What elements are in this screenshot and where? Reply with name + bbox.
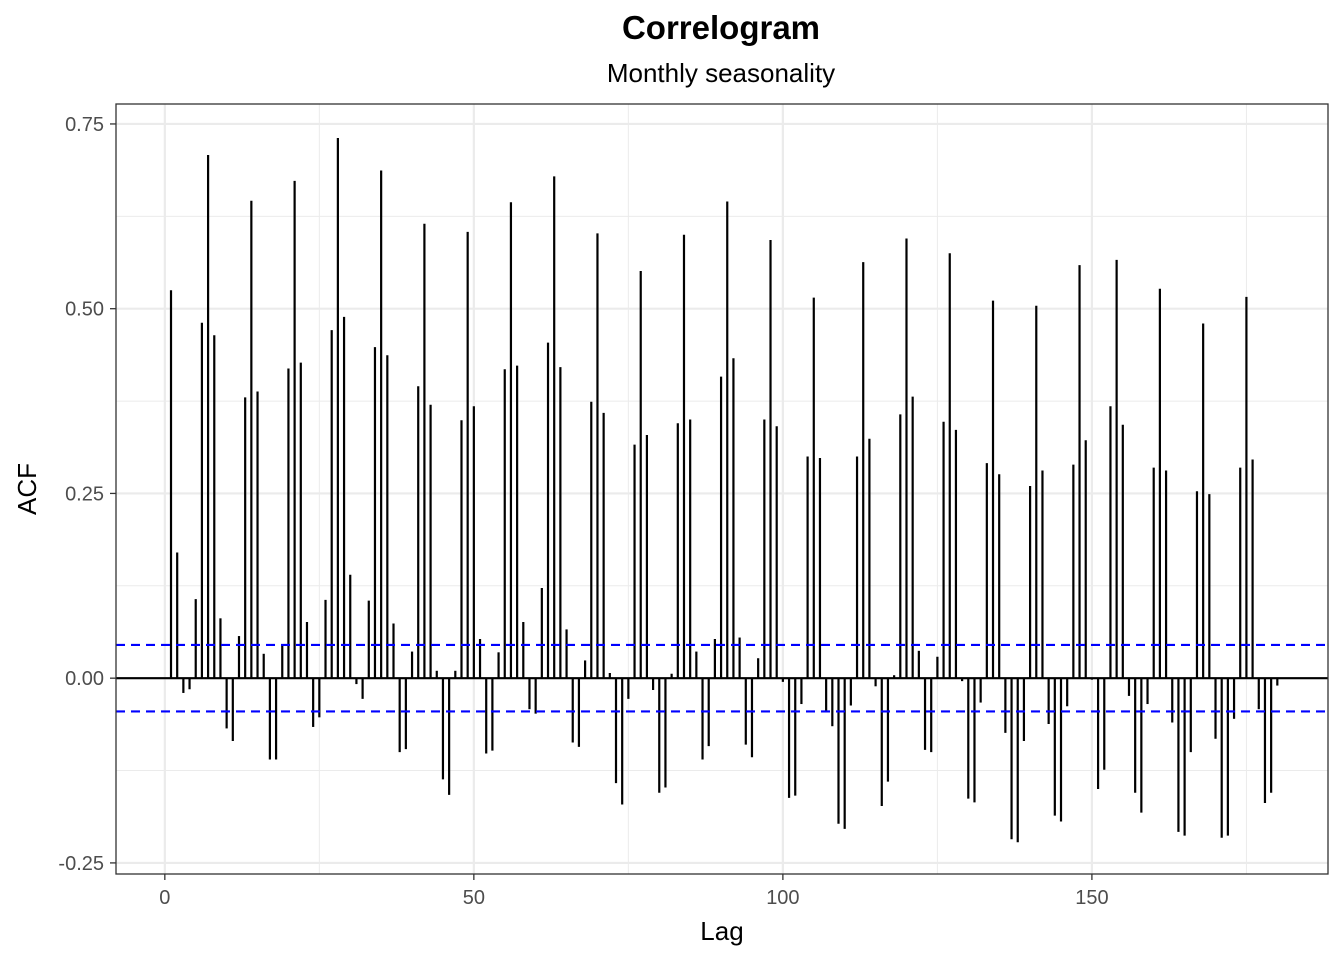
x-axis-title: Lag <box>700 916 743 946</box>
x-tick-label: 150 <box>1075 887 1108 909</box>
y-tick-label: 0.75 <box>65 114 104 136</box>
axes: 0 50 100 150 -0.25 0.00 0.25 0.50 0.75 <box>58 114 1108 909</box>
chart-title: Correlogram <box>622 9 820 46</box>
reference-lines <box>116 643 1328 713</box>
y-tick-label: 0.25 <box>65 483 104 505</box>
y-tick-label: 0.50 <box>65 299 104 321</box>
y-axis-title: ACF <box>12 463 42 515</box>
y-tick-label: 0.00 <box>65 668 104 690</box>
x-tick-label: 100 <box>766 887 799 909</box>
acf-bars <box>169 137 1279 843</box>
chart-subtitle: Monthly seasonality <box>607 58 835 88</box>
x-tick-label: 50 <box>463 887 485 909</box>
x-tick-label: 0 <box>159 887 170 909</box>
y-tick-label: -0.25 <box>58 853 104 875</box>
panel-border <box>115 103 1329 875</box>
